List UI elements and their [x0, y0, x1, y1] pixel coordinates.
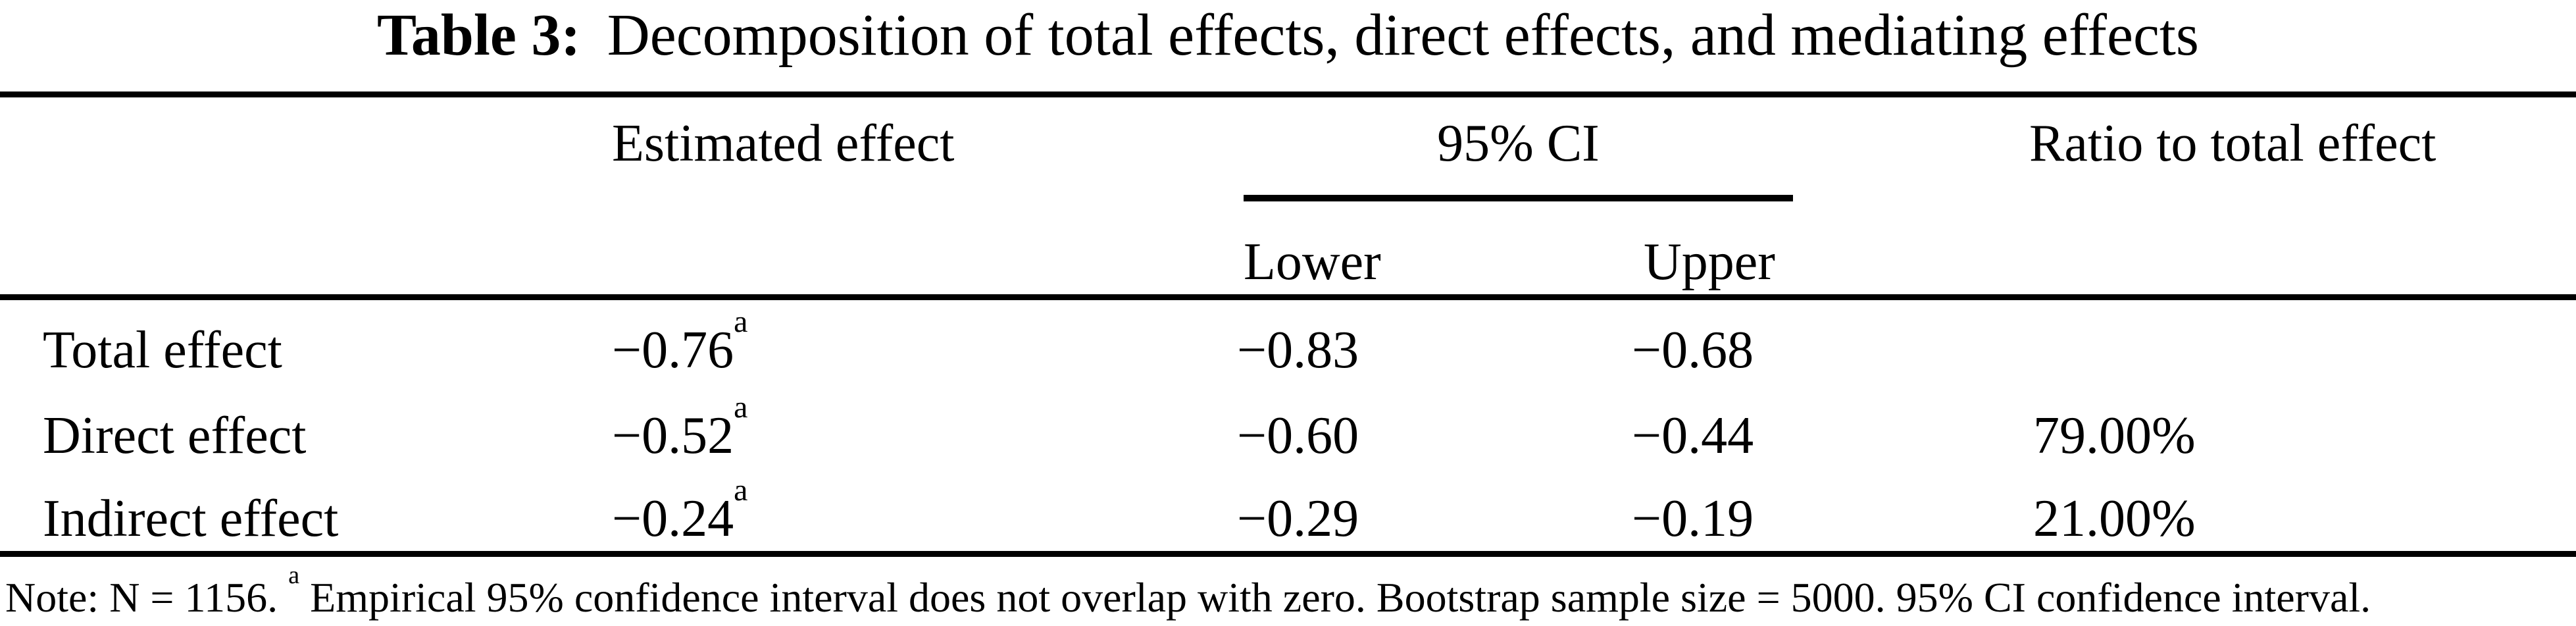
table-caption: Decomposition of total effects, direct e…	[607, 3, 2199, 68]
significance-superscript: a	[734, 472, 748, 508]
estimate-number: −0.76	[612, 321, 734, 379]
footnote-text: Empirical 95% confidence interval does n…	[299, 574, 2371, 621]
significance-superscript: a	[734, 303, 748, 339]
ci-upper-value: −0.44	[1632, 407, 1754, 465]
table-number: Table 3:	[377, 3, 581, 68]
significance-superscript: a	[734, 389, 748, 425]
estimate-value: −0.52a	[612, 391, 747, 465]
ci-lower-value: −0.29	[1237, 490, 1359, 548]
footnote-prefix: Note: N = 1156.	[5, 574, 289, 621]
ci-upper-value: −0.19	[1632, 490, 1754, 548]
estimate-value: −0.24a	[612, 474, 747, 548]
table-row: Total effect −0.76a −0.83 −0.68	[0, 305, 2576, 390]
ratio-value: 21.00%	[2033, 490, 2196, 548]
row-label: Indirect effect	[43, 490, 339, 548]
table-title: Table 3: Decomposition of total effects, …	[0, 3, 2576, 68]
column-header-ci-upper: Upper	[1644, 233, 1775, 291]
top-rule	[0, 91, 2576, 97]
column-header-ci-lower: Lower	[1244, 233, 1381, 291]
footnote-superscript: a	[288, 561, 300, 589]
column-header-ratio-to-total-effect: Ratio to total effect	[2029, 115, 2437, 172]
row-label: Total effect	[43, 321, 282, 379]
ci-spanner-rule	[1244, 195, 1793, 201]
ci-upper-value: −0.68	[1632, 321, 1754, 379]
ci-lower-value: −0.60	[1237, 407, 1359, 465]
row-label: Direct effect	[43, 407, 307, 465]
ratio-value: 79.00%	[2033, 407, 2196, 465]
estimate-number: −0.52	[612, 407, 734, 465]
estimate-value: −0.76a	[612, 305, 747, 379]
bottom-rule	[0, 551, 2576, 557]
header-body-divider-rule	[0, 294, 2576, 300]
estimate-number: −0.24	[612, 490, 734, 548]
column-header-estimated-effect: Estimated effect	[612, 115, 955, 172]
table-footnote: Note: N = 1156. a Empirical 95% confiden…	[5, 562, 2571, 621]
ci-lower-value: −0.83	[1237, 321, 1359, 379]
table-row: Indirect effect −0.24a −0.29 −0.19 21.00…	[0, 474, 2576, 558]
column-header-95ci: 95% CI	[1437, 115, 1600, 172]
table-row: Direct effect −0.52a −0.60 −0.44 79.00%	[0, 391, 2576, 475]
